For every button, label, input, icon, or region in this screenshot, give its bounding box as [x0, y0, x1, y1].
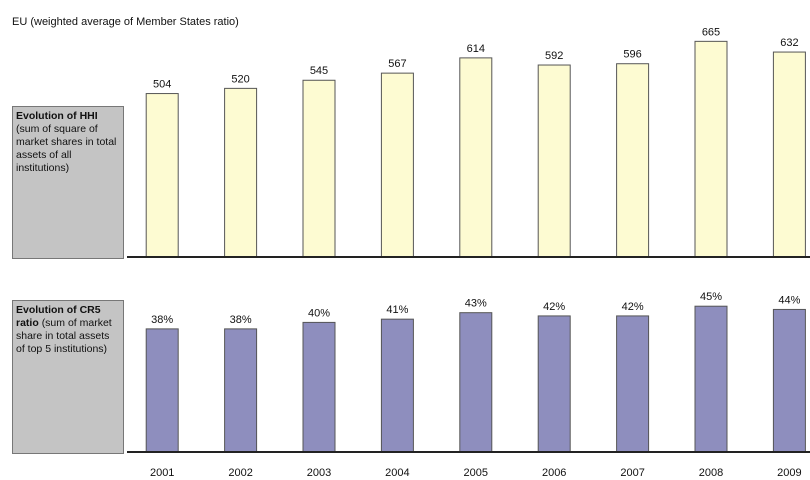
x-tick-label: 2001	[150, 467, 174, 479]
x-tick-label: 2005	[464, 467, 488, 479]
data-label: 632	[780, 37, 798, 49]
bar	[302, 321, 336, 453]
x-tick-label: 2009	[777, 467, 801, 479]
data-label: 596	[623, 49, 641, 61]
bar	[772, 308, 806, 453]
x-tick-label: 2004	[385, 467, 409, 479]
data-label: 504	[153, 78, 171, 90]
data-label: 44%	[778, 294, 800, 306]
bar	[380, 72, 414, 258]
panel-label-note: (sum of square of market shares in total…	[16, 123, 117, 174]
bar	[145, 93, 179, 258]
bar	[380, 318, 414, 453]
panel-label-bold: Evolution of CR5 ratio	[16, 304, 101, 329]
bar	[537, 315, 571, 453]
data-label: 614	[467, 43, 485, 55]
bar	[145, 328, 179, 453]
bar	[459, 57, 493, 258]
data-label: 43%	[465, 298, 487, 310]
x-tick-label: 2002	[228, 467, 252, 479]
data-label: 567	[388, 58, 406, 70]
bar	[537, 64, 571, 258]
chart-title: EU (weighted average of Member States ra…	[12, 16, 239, 28]
data-label: 45%	[700, 291, 722, 303]
data-label: 665	[702, 26, 720, 38]
data-label: 592	[545, 50, 563, 62]
bar	[616, 63, 650, 258]
bar	[302, 79, 336, 258]
data-label: 38%	[151, 314, 173, 326]
data-label: 545	[310, 65, 328, 77]
x-tick-label: 2003	[307, 467, 331, 479]
x-tick-label: 2006	[542, 467, 566, 479]
bar	[772, 51, 806, 258]
x-tick-label: 2007	[620, 467, 644, 479]
bar	[224, 328, 258, 453]
x-tick-label: 2008	[699, 467, 723, 479]
panel-label-bold: Evolution of HHI	[16, 110, 98, 122]
bar	[616, 315, 650, 453]
data-label: 520	[231, 73, 249, 85]
data-label: 42%	[622, 301, 644, 313]
panel-label: Evolution of CR5 ratio (sum of market sh…	[12, 300, 124, 454]
data-label: 40%	[308, 307, 330, 319]
bar	[459, 312, 493, 453]
panel-label-note: (sum of market share in total assets of …	[16, 317, 112, 355]
panel-label: Evolution of HHI (sum of square of marke…	[12, 106, 124, 259]
bar	[694, 305, 728, 453]
data-label: 41%	[386, 304, 408, 316]
data-label: 42%	[543, 301, 565, 313]
bar	[224, 87, 258, 258]
data-label: 38%	[230, 314, 252, 326]
bar	[694, 40, 728, 258]
